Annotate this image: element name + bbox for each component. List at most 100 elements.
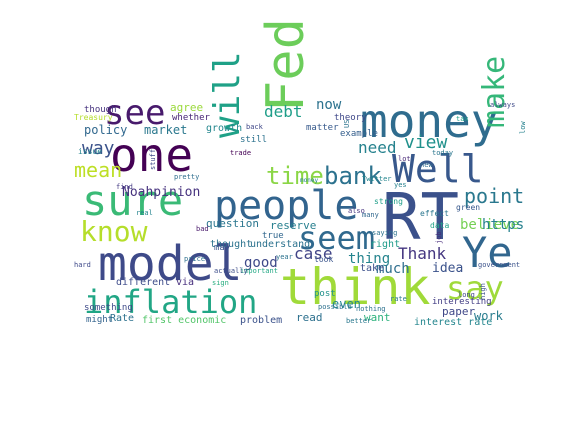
word: look <box>314 255 334 264</box>
word: read <box>296 311 323 324</box>
word: idea <box>432 261 464 276</box>
word: seem <box>298 219 376 257</box>
word: good <box>244 255 278 271</box>
word: long <box>458 291 475 299</box>
word: time <box>266 162 324 190</box>
word: say <box>446 269 504 307</box>
word: high <box>479 283 487 300</box>
word: saying <box>372 229 398 237</box>
word: take <box>360 263 385 274</box>
word: Well <box>392 147 484 191</box>
word: paper <box>442 305 476 318</box>
word: point <box>464 184 525 208</box>
word: post <box>314 289 336 299</box>
word: thing <box>348 251 391 267</box>
word: actually <box>214 267 248 275</box>
word: sure <box>82 176 184 225</box>
word: matter <box>306 123 339 133</box>
word: understand <box>250 239 311 250</box>
word: thought <box>210 239 253 250</box>
word: now <box>316 97 342 113</box>
word: true <box>262 231 284 241</box>
word: interest rate <box>414 317 493 328</box>
word: possible <box>318 303 352 311</box>
word: find <box>116 183 133 191</box>
word: sign <box>212 279 229 287</box>
word: nothing <box>356 305 386 313</box>
word: agree <box>170 101 204 114</box>
word: one <box>110 128 194 182</box>
word: view <box>404 132 448 153</box>
word: yes <box>394 181 407 189</box>
word: want <box>364 311 391 324</box>
word: theory <box>334 113 367 123</box>
word: Thank <box>398 244 447 263</box>
word: inflation <box>84 283 258 321</box>
word: believe <box>460 217 520 233</box>
word: low <box>519 121 527 134</box>
word: RT <box>382 181 460 255</box>
word: way <box>82 138 115 159</box>
word: Twitter <box>362 175 392 183</box>
word: interesting <box>432 297 492 307</box>
word: see <box>104 93 166 133</box>
word: strong <box>374 197 403 206</box>
word: US <box>343 119 351 128</box>
word: bank <box>324 162 382 190</box>
word: real <box>136 209 153 217</box>
word: money <box>300 177 319 184</box>
word: Fed <box>256 18 316 112</box>
word: whether <box>172 113 210 123</box>
word: reserve <box>270 219 317 232</box>
word: first economic <box>142 315 227 326</box>
word: even <box>332 297 361 311</box>
word: data <box>430 221 450 230</box>
word: via <box>176 277 195 288</box>
word: money <box>360 94 499 148</box>
word: think <box>280 258 431 316</box>
word: question <box>206 217 259 230</box>
word: effect <box>420 209 449 218</box>
word: Noahpinion <box>122 185 201 200</box>
word: many <box>362 211 379 219</box>
word: mean <box>74 158 123 182</box>
word: Ye <box>462 228 513 277</box>
word: right <box>370 239 401 250</box>
word: something <box>84 303 133 313</box>
word: year <box>276 253 293 261</box>
word: hard <box>74 261 91 269</box>
word: green <box>456 203 481 212</box>
word: know <box>80 215 148 248</box>
word: government <box>478 261 521 269</box>
word: job <box>435 231 443 244</box>
word: Rate <box>110 313 135 324</box>
word: might <box>86 315 114 325</box>
word: still <box>240 135 268 145</box>
word: market <box>144 123 188 137</box>
word: people <box>214 183 359 229</box>
word: bad <box>196 225 209 233</box>
word: price <box>184 255 206 263</box>
word: need <box>358 138 397 157</box>
word: trade <box>230 149 252 157</box>
word: rate <box>390 295 407 303</box>
word: better <box>346 317 372 325</box>
word: make <box>477 55 512 128</box>
word: policy <box>84 123 128 137</box>
word: though <box>84 105 117 115</box>
word: Treasury <box>74 113 113 122</box>
word: may <box>214 243 231 253</box>
word: different <box>116 277 171 288</box>
word: today <box>432 149 454 157</box>
word: always <box>490 101 516 109</box>
word: problem <box>240 315 283 326</box>
word: tax <box>456 115 469 123</box>
word: debt <box>264 102 303 121</box>
word: new <box>420 161 433 169</box>
word: stuff <box>149 148 157 170</box>
word: also <box>348 207 365 215</box>
word: https <box>482 217 525 233</box>
word: work <box>474 309 503 323</box>
word: lot <box>398 155 411 163</box>
